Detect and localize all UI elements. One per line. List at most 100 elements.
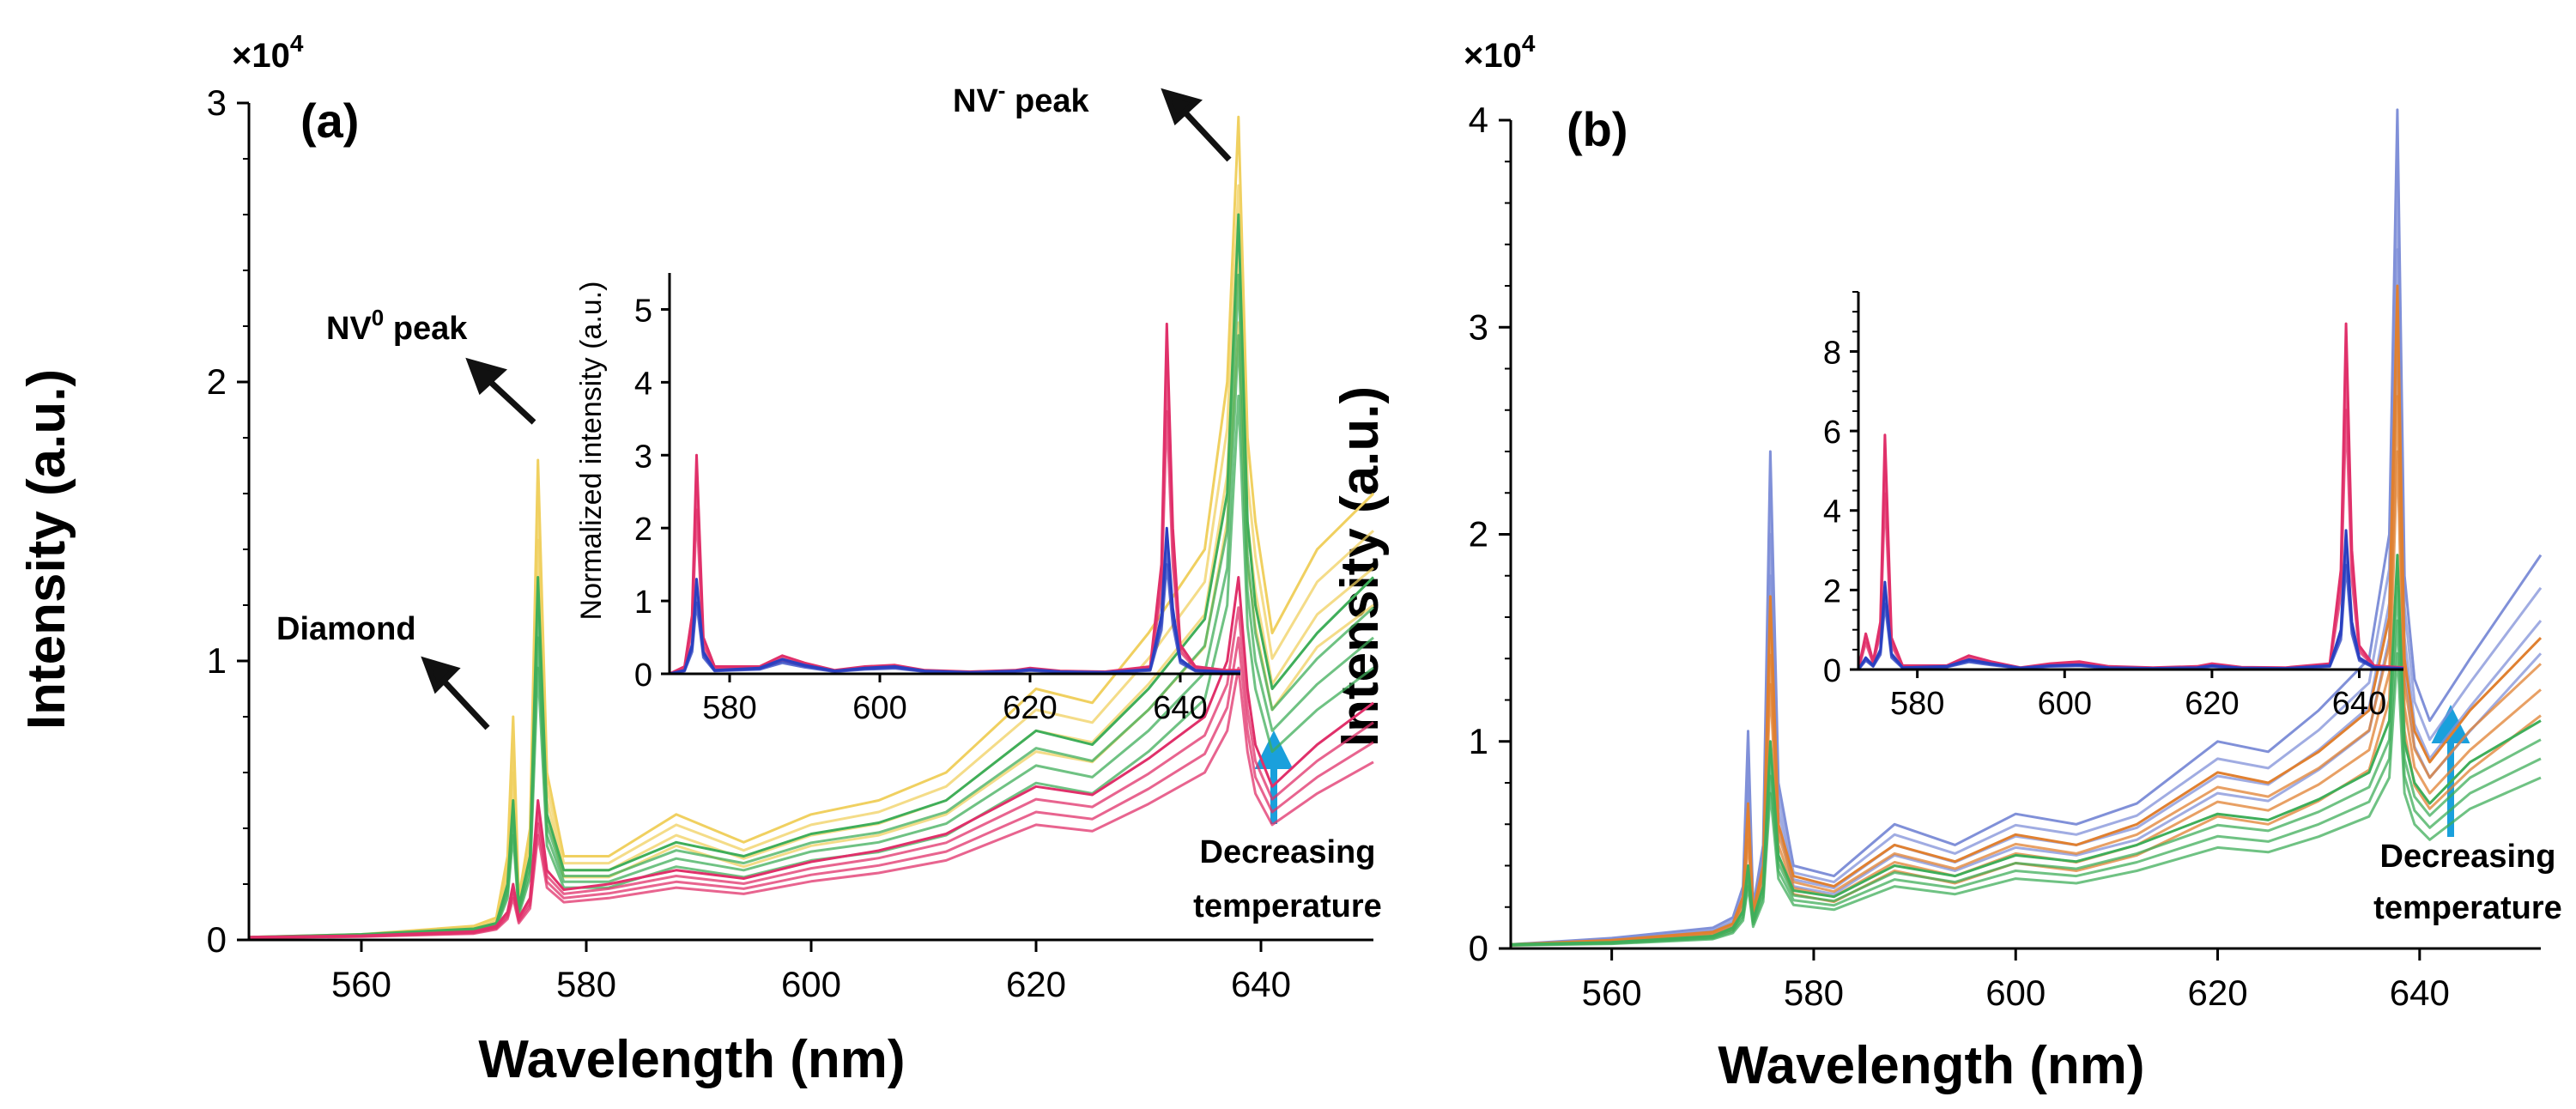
inset-b-series-norm-min-2: [1857, 529, 2404, 670]
panel-a-x-tick-label-620: 620: [1006, 964, 1066, 1004]
annotation-nvm-rest: peak: [1005, 83, 1089, 119]
inset-a-series-norm-min-2: [669, 526, 1240, 676]
panel-b-x-tick-label-580: 580: [1784, 973, 1844, 1013]
nvm-arrow-head: [1161, 88, 1203, 126]
annotation-b-temp-line2: temperature: [2373, 890, 2562, 926]
inset-b-series-norm-max-2: [1857, 322, 2404, 670]
panel-b-y-tick-label-1: 1: [1469, 721, 1488, 761]
panel-b-x-axis-title: Wavelength (nm): [1718, 1036, 2144, 1095]
inset-a-y-tick-label-0: 0: [634, 658, 652, 694]
inset-a-y-tick-label-2: 2: [634, 512, 652, 548]
panel-b-label: (b): [1567, 102, 1628, 156]
panel-a-x-axis-title: Wavelength (nm): [478, 1030, 905, 1089]
panel-a-series-spectrum-high-2: [248, 184, 1375, 939]
panel-a-plot: 560 580 600 620 640 0 1 2 3: [207, 82, 1375, 1004]
nv0-arrow: [483, 375, 536, 425]
inset-b-x-tick-label-580: 580: [1890, 686, 1944, 722]
inset-a-x-tick-label-640: 640: [1153, 690, 1207, 726]
panel-a-series-group: [248, 115, 1375, 940]
inset-b-series-norm-min-1: [1857, 546, 2404, 670]
panel-a-label: (a): [300, 94, 359, 148]
panel-b: (b) ×104 Intensity (a.u.) Wavelength (nm…: [1330, 30, 2562, 1095]
annotation-a-temp-line1: Decreasing: [1200, 834, 1376, 870]
annotation-nvm-peak: NV- peak: [953, 77, 1090, 119]
inset-a-x-tick-label-580: 580: [702, 690, 756, 726]
annotation-nv0-base: NV: [326, 311, 372, 347]
inset-a-series-group: [669, 322, 1240, 676]
panel-b-y-tick-label-3: 3: [1469, 306, 1488, 347]
panel-a-series-spectrum-low-3: [248, 576, 1374, 939]
panel-b-y-tick-label-4: 4: [1469, 100, 1488, 140]
annotation-nv0-sup: 0: [372, 305, 384, 330]
inset-a-plot: 580 600 620 640 0 1 2 3 4 5: [634, 273, 1240, 726]
panel-b-y-multiplier-base: ×10: [1464, 37, 1522, 75]
panel-b-x-tick-label-600: 600: [1985, 973, 2046, 1013]
panel-b-y-multiplier: ×104: [1464, 30, 1536, 75]
panel-a-y-tick-label-1: 1: [207, 640, 227, 681]
panel-a-series-spectrum-mid-3: [248, 213, 1375, 939]
inset-a-series-norm-min-1: [669, 544, 1240, 676]
inset-b-x-tick-label-640: 640: [2332, 686, 2386, 722]
panel-a: (a) ×104 Intensity (a.u.) Wavelength (nm…: [17, 30, 1382, 1089]
annotation-a-temp-line2: temperature: [1193, 888, 1382, 924]
inset-a-y-tick-label-4: 4: [634, 366, 652, 402]
panel-b-axes: [1509, 120, 2541, 950]
panel-b-series-spectrum-mid-3: [1510, 284, 2543, 946]
panel-b-series-spectrum-high-3: [1510, 108, 2543, 946]
panel-a-series-spectrum-high-3: [248, 115, 1375, 939]
annotation-nvm-base: NV: [953, 83, 998, 119]
inset-b-y-tick-label-6: 6: [1823, 415, 1841, 451]
inset-a-y-tick-label-5: 5: [634, 293, 652, 329]
panel-a-y-tick-label-2: 2: [207, 361, 227, 402]
inset-b-y-tick-label-2: 2: [1823, 573, 1841, 609]
panel-a-y-multiplier-exp: 4: [290, 30, 304, 57]
nvm-arrow: [1179, 106, 1232, 162]
inset-a-y-tick-label-1: 1: [634, 585, 652, 621]
panel-a-x-tick-label-640: 640: [1231, 964, 1291, 1004]
panel-a-x-tick-label-580: 580: [556, 964, 616, 1004]
panel-a-x-tick-label-560: 560: [331, 964, 391, 1004]
inset-a-x-tick-label-620: 620: [1003, 690, 1057, 726]
inset-b-plot: 580 600 620 640 0 2 4 6 8: [1823, 291, 2404, 722]
inset-b-x-tick-label-600: 600: [2038, 686, 2092, 722]
inset-b-series-norm-max-0: [1857, 409, 2404, 670]
inset-b-series-norm-max-1: [1857, 365, 2404, 670]
inset-a-y-axis-title: Normalized intensity (a.u.): [575, 282, 608, 621]
panel-a-y-multiplier-base: ×10: [232, 37, 290, 75]
inset-b-y-tick-label-4: 4: [1823, 494, 1841, 530]
panel-b-y-axis-title: Intensity (a.u.): [1330, 386, 1390, 747]
nv0-arrow-head: [465, 357, 508, 396]
inset-b-axes: [1857, 292, 2403, 671]
inset-b-series-norm-min-0: [1857, 563, 2404, 670]
inset-a-axes: [668, 273, 1240, 676]
annotation-nv0-peak: NV0 peak: [326, 305, 468, 347]
inset-b-y-tick-label-8: 8: [1823, 335, 1841, 371]
panel-b-x-tick-label-560: 560: [1582, 973, 1642, 1013]
panel-a-y-axis-title: Intensity (a.u.): [17, 369, 76, 730]
panel-b-y-tick-label-2: 2: [1469, 514, 1488, 554]
annotation-b-temp-line1: Decreasing: [2380, 839, 2556, 875]
panel-b-series-spectrum-low-3: [1510, 554, 2542, 946]
annotation-nv0-rest: peak: [384, 311, 468, 347]
panel-b-x-tick-label-620: 620: [2187, 973, 2247, 1013]
panel-a-y-tick-label-0: 0: [207, 919, 227, 960]
panel-b-series-group: [1510, 108, 2543, 947]
panel-a-y-tick-label-3: 3: [207, 82, 227, 123]
inset-b-x-tick-label-620: 620: [2185, 686, 2239, 722]
inset-b-series-group: [1857, 322, 2404, 670]
panel-b-x-tick-label-640: 640: [2390, 973, 2450, 1013]
annotation-diamond: Diamond: [276, 611, 416, 647]
panel-b-y-tick-label-0: 0: [1469, 928, 1488, 968]
panel-a-x-tick-label-600: 600: [781, 964, 841, 1004]
panel-a-y-multiplier: ×104: [232, 30, 304, 75]
diamond-arrow-head: [421, 656, 461, 694]
annotation-nvm-sup: -: [998, 77, 1006, 103]
inset-b-y-tick-label-0: 0: [1823, 653, 1841, 689]
diamond-arrow: [437, 674, 490, 730]
inset-a-x-tick-label-600: 600: [852, 690, 906, 726]
inset-a-series-norm-max-2: [669, 322, 1240, 676]
panel-a-temp-arrow-head: [1254, 730, 1294, 769]
